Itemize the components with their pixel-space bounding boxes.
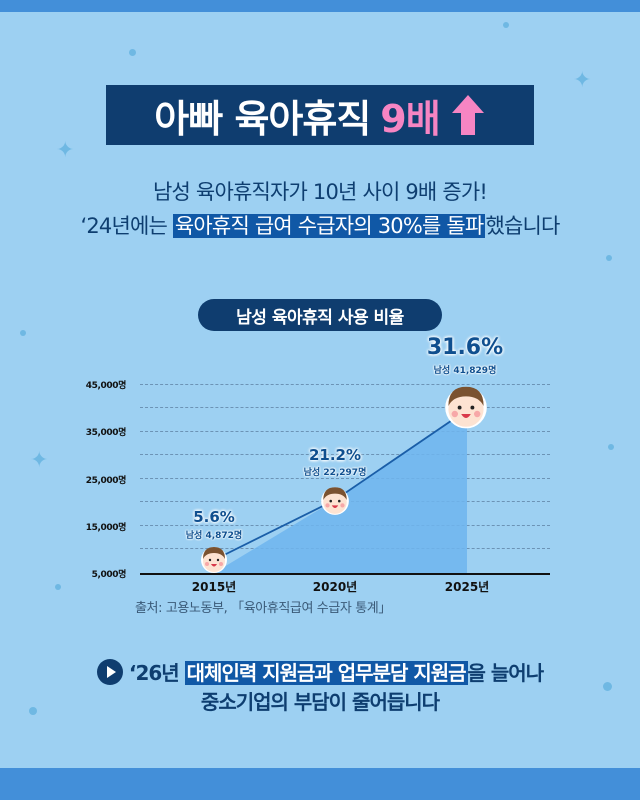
- x-axis: [140, 573, 550, 575]
- decor-dot: [503, 22, 509, 28]
- bottom-band: [0, 768, 640, 800]
- data-label-count: 남성 22,297명: [303, 468, 367, 478]
- headline-banner: 아빠 육아휴직 9배: [106, 85, 534, 145]
- headline-highlight: 9배: [380, 96, 440, 141]
- grid-line: [140, 431, 550, 432]
- subtitle-highlight: 육아휴직 급여 수급자의 30%를 돌파: [172, 214, 486, 238]
- grid-line: [140, 478, 550, 479]
- x-tick: 2020년: [312, 580, 358, 594]
- y-tick: 45,000명: [85, 381, 127, 391]
- subtitle-line-2: ‘24년에는 육아휴직 급여 수급자의 30%를 돌파했습니다: [0, 210, 640, 240]
- play-circle-icon: [96, 658, 123, 685]
- bottom-text: 을 늘어나: [467, 661, 545, 685]
- data-label-count: 남성 41,829명: [433, 366, 497, 376]
- bottom-message-line-1: ‘26년 대체인력 지원금과 업무분담 지원금 을 늘어나: [0, 657, 640, 686]
- bottom-text: ‘26년: [128, 661, 185, 685]
- sparkle-icon: ✦: [30, 448, 49, 473]
- subtitle-text: 했습니다: [485, 214, 560, 238]
- decor-dot: [606, 255, 612, 261]
- up-arrow-icon: [451, 95, 484, 135]
- y-tick: 15,000명: [85, 523, 127, 533]
- data-label-percent: 21.2%: [308, 446, 362, 464]
- y-tick: 5,000명: [91, 570, 127, 580]
- grid-line: [140, 384, 550, 385]
- face-icon: [445, 386, 487, 429]
- x-tick: 2025년: [444, 580, 490, 594]
- grid-line: [140, 407, 550, 408]
- source-note: 출처: 고용노동부, 「육아휴직급여 수급자 통계」: [135, 601, 391, 616]
- sparkle-icon: ✦: [573, 68, 592, 93]
- decor-dot: [29, 707, 37, 715]
- top-band: [0, 0, 640, 12]
- bottom-message-line-2: 중소기업의 부담이 줄어듭니다: [200, 690, 440, 714]
- data-label-percent: 31.6%: [426, 335, 504, 360]
- bottom-highlight: 대체인력 지원금과 업무분담 지원금: [184, 661, 468, 685]
- subtitle-line-1: 남성 육아휴직자가 10년 사이 9배 증가!: [153, 180, 488, 204]
- face-icon: [321, 487, 349, 515]
- y-tick: 35,000명: [85, 428, 127, 438]
- decor-dot: [608, 444, 614, 450]
- sparkle-icon: ✦: [56, 138, 75, 163]
- decor-dot: [20, 330, 26, 336]
- decor-dot: [129, 49, 136, 56]
- x-tick: 2015년: [191, 580, 237, 594]
- data-label-count: 남성 4,872명: [185, 531, 243, 541]
- face-icon: [201, 547, 227, 573]
- y-tick: 25,000명: [85, 476, 127, 486]
- subtitle-text: ‘24년에는: [80, 214, 173, 238]
- data-label-percent: 5.6%: [193, 508, 235, 526]
- decor-dot: [603, 682, 612, 691]
- grid-line: [140, 454, 550, 455]
- headline-text: 아빠 육아휴직: [154, 96, 371, 141]
- decor-dot: [55, 584, 61, 590]
- chart-title-pill: 남성 육아휴직 사용 비율: [198, 299, 442, 331]
